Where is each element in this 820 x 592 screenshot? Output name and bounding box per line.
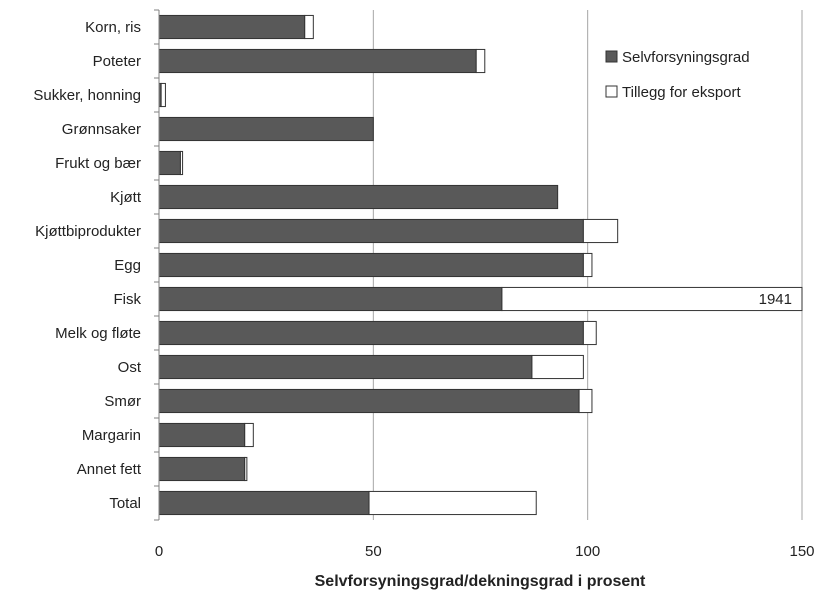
bar-eksport-frukt-og-baer [179, 150, 184, 176]
bar-eksport-smor [578, 388, 593, 414]
bar-eksport-melk-og-flote [582, 320, 597, 346]
category-label-margarin: Margarin [82, 427, 141, 444]
bar-selvforsyning-kjottbiprodukter [158, 218, 584, 244]
x-tick-label: 150 [789, 543, 814, 560]
category-label-kjottbiprodukter: Kjøttbiprodukter [35, 223, 141, 240]
bar-selvforsyning-gronnsaker [158, 116, 374, 142]
category-label-frukt-og-baer: Frukt og bær [55, 155, 141, 172]
bar-eksport-ost [531, 354, 584, 380]
bar-selvforsyning-egg [158, 252, 584, 278]
bar-eksport-margarin [244, 422, 254, 448]
bar-selvforsyning-melk-og-flote [158, 320, 584, 346]
bar-selvforsyning-ost [158, 354, 533, 380]
legend: Selvforsyningsgrad Tillegg for eksport [605, 49, 750, 101]
category-label-sukker-honning: Sukker, honning [33, 87, 141, 104]
category-label-gronnsaker: Grønnsaker [62, 121, 141, 138]
bar-selvforsyning-smor [158, 388, 580, 414]
bars: 1941 [158, 14, 803, 516]
category-label-kjott: Kjøtt [110, 189, 142, 206]
legend-swatch-tillegg [605, 85, 618, 98]
legend-label-tillegg: Tillegg for eksport [622, 84, 741, 101]
bar-eksport-fisk [501, 286, 803, 312]
bar-selvforsyning-annet-fett [158, 456, 246, 482]
bar-selvforsyning-kjott [158, 184, 559, 210]
bar-selvforsyning-total [158, 490, 370, 516]
x-axis-title: Selvforsyningsgrad/dekningsgrad i prosen… [315, 573, 646, 590]
category-label-fisk: Fisk [114, 291, 142, 308]
bar-eksport-poteter [475, 48, 486, 74]
bar-selvforsyning-margarin [158, 422, 246, 448]
bar-eksport-sukker-honning [160, 82, 166, 108]
x-tick-label: 50 [365, 543, 382, 560]
category-label-smor: Smør [104, 393, 141, 410]
bar-eksport-kjottbiprodukter [582, 218, 619, 244]
data-label-fisk: 1941 [759, 291, 792, 308]
category-label-korn-ris: Korn, ris [85, 19, 141, 36]
bar-selvforsyning-korn-ris [158, 14, 306, 40]
x-tick-label: 0 [155, 543, 163, 560]
bar-selvforsyning-fisk [158, 286, 503, 312]
category-label-poteter: Poteter [93, 53, 141, 70]
bar-eksport-egg [582, 252, 593, 278]
bar-eksport-total [368, 490, 537, 516]
category-label-annet-fett: Annet fett [77, 461, 142, 478]
x-tick-labels: 0 50 100 150 [155, 543, 815, 560]
axes [154, 9, 160, 521]
category-labels: Korn, ris Poteter Sukker, honning Grønnsake… [33, 19, 141, 512]
category-label-egg: Egg [114, 257, 141, 274]
legend-swatch-selvforsyningsgrad [605, 50, 618, 63]
bar-selvforsyning-frukt-og-baer [158, 150, 181, 176]
category-label-total: Total [109, 495, 141, 512]
x-tick-label: 100 [575, 543, 600, 560]
category-label-ost: Ost [118, 359, 142, 376]
legend-label-selvforsyningsgrad: Selvforsyningsgrad [622, 49, 750, 66]
bar-eksport-korn-ris [304, 14, 314, 40]
bar-selvforsyning-poteter [158, 48, 477, 74]
bar-eksport-annet-fett [244, 456, 248, 482]
category-label-melk-og-flote: Melk og fløte [55, 325, 141, 342]
